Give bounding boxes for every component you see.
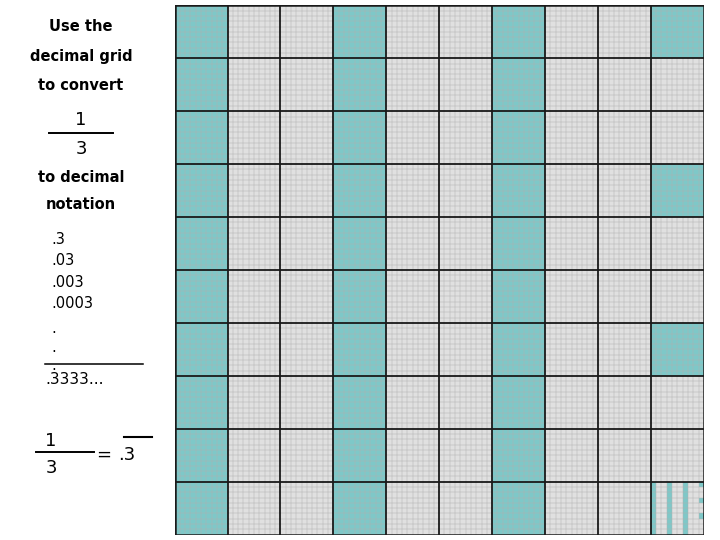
Bar <box>698 482 704 487</box>
Bar <box>651 323 704 376</box>
Bar <box>698 514 704 519</box>
Text: .03: .03 <box>52 253 75 268</box>
Text: .3: .3 <box>118 446 135 463</box>
Text: =: = <box>97 446 118 463</box>
Text: Use the: Use the <box>49 19 113 34</box>
Text: 1: 1 <box>76 111 86 129</box>
Text: decimal grid: decimal grid <box>30 49 132 64</box>
Bar <box>651 164 704 217</box>
Bar <box>651 482 656 535</box>
Text: 3: 3 <box>76 140 86 158</box>
Text: 1: 1 <box>45 432 57 450</box>
Bar <box>333 5 387 535</box>
Text: to decimal: to decimal <box>37 170 125 185</box>
Text: .: . <box>52 358 57 373</box>
Text: .: . <box>52 321 57 336</box>
Bar <box>492 5 545 535</box>
Bar <box>175 5 228 535</box>
Text: .0003: .0003 <box>52 296 94 312</box>
Bar <box>683 482 688 535</box>
Bar <box>667 482 672 535</box>
Text: .3333...: .3333... <box>45 372 104 387</box>
Bar <box>698 497 704 503</box>
Bar <box>651 5 704 58</box>
Text: .003: .003 <box>52 275 84 290</box>
Text: notation: notation <box>46 197 116 212</box>
Text: .3: .3 <box>52 232 66 247</box>
Text: 3: 3 <box>45 459 57 477</box>
Text: to convert: to convert <box>38 78 124 93</box>
Text: .: . <box>52 340 57 355</box>
